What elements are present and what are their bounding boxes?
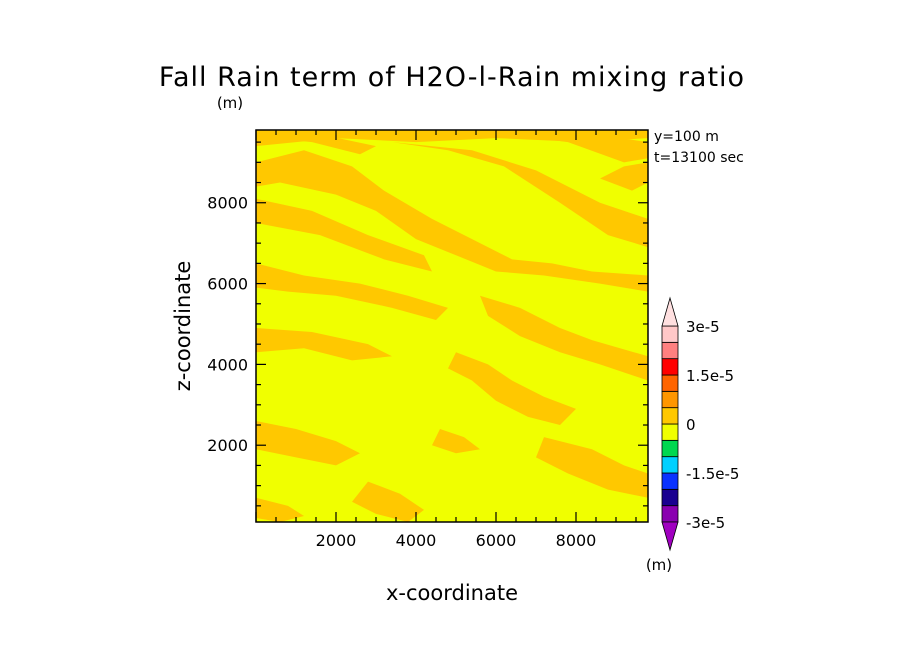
x-tick-label: 2000	[316, 531, 357, 550]
x-tick-label: 4000	[396, 531, 437, 550]
contour-region-4	[272, 136, 376, 155]
contour-region-3	[504, 134, 648, 163]
colorbar-band	[661, 439, 679, 458]
y-axis: 2000 4000 6000 8000	[207, 141, 648, 507]
y-tick-label: 4000	[207, 355, 248, 374]
contour-region-9	[448, 352, 576, 426]
y-tick-label: 2000	[207, 436, 248, 455]
colorbar: 3e-5 1.5e-5 0 -1.5e-5 -3e-5	[661, 296, 739, 552]
colorbar-band	[661, 505, 679, 523]
contour-region-5	[256, 198, 432, 272]
y-tick-label: 8000	[207, 194, 248, 213]
contour-region-2	[392, 142, 648, 248]
contour-region-1	[256, 150, 648, 292]
annotation-t: t=13100 sec	[654, 150, 744, 166]
colorbar-band	[661, 472, 679, 490]
x-axis: 2000 4000 6000 8000	[255, 130, 637, 550]
colorbar-units: (m)	[646, 556, 672, 574]
y-tick-label: 6000	[207, 275, 248, 294]
colorbar-band	[661, 325, 679, 343]
contour-region-13	[256, 497, 304, 522]
title-units: (m)	[217, 94, 243, 112]
x-axis-label: x-coordinate	[386, 581, 518, 605]
contour-region-7	[256, 328, 392, 361]
x-tick-label: 8000	[556, 531, 597, 550]
contour-region-11	[536, 437, 648, 498]
plot-area	[256, 130, 648, 522]
contour-region-0	[256, 130, 648, 147]
contour-region-6	[256, 263, 448, 320]
annotation-y: y=100 m	[654, 129, 719, 145]
colorbar-over-triangle	[661, 296, 679, 327]
chart-title: Fall Rain term of H2O-l-Rain mixing rati…	[159, 62, 745, 93]
colorbar-tick-label: -1.5e-5	[686, 465, 739, 483]
contour-region-12	[352, 481, 424, 522]
contour-region-14	[600, 162, 648, 191]
colorbar-band	[661, 488, 679, 507]
colorbar-band	[661, 374, 679, 392]
x-tick-label: 6000	[476, 531, 517, 550]
colorbar-band	[661, 358, 679, 376]
colorbar-band	[661, 341, 679, 360]
colorbar-tick-label: 3e-5	[686, 318, 720, 336]
colorbar-band	[661, 390, 679, 409]
y-axis-label: z-coordinate	[171, 261, 195, 392]
colorbar-band	[661, 407, 679, 425]
colorbar-under-triangle	[661, 521, 679, 552]
colorbar-tick-label: 1.5e-5	[686, 367, 734, 385]
colorbar-tick-label: 0	[686, 416, 696, 434]
colorbar-band	[661, 456, 679, 474]
colorbar-band	[661, 423, 679, 441]
contour-region-10	[256, 420, 360, 466]
contour-region-15	[432, 429, 480, 454]
contour-region-8	[480, 295, 648, 381]
colorbar-tick-label: -3e-5	[686, 514, 725, 532]
plot-frame	[255, 129, 649, 523]
